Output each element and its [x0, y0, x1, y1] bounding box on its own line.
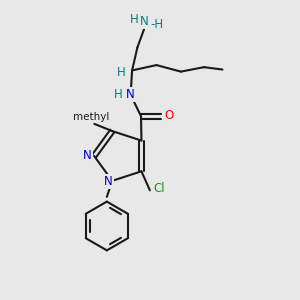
- Text: -H: -H: [150, 19, 163, 32]
- Text: N: N: [140, 16, 149, 28]
- Text: N: N: [83, 149, 92, 162]
- Text: N: N: [126, 88, 135, 101]
- Text: H: H: [114, 88, 122, 101]
- Text: N: N: [104, 175, 113, 188]
- Text: O: O: [164, 109, 173, 122]
- Text: H: H: [116, 66, 125, 79]
- Text: Cl: Cl: [154, 182, 165, 195]
- Text: H: H: [130, 13, 139, 26]
- Text: methyl: methyl: [73, 112, 110, 122]
